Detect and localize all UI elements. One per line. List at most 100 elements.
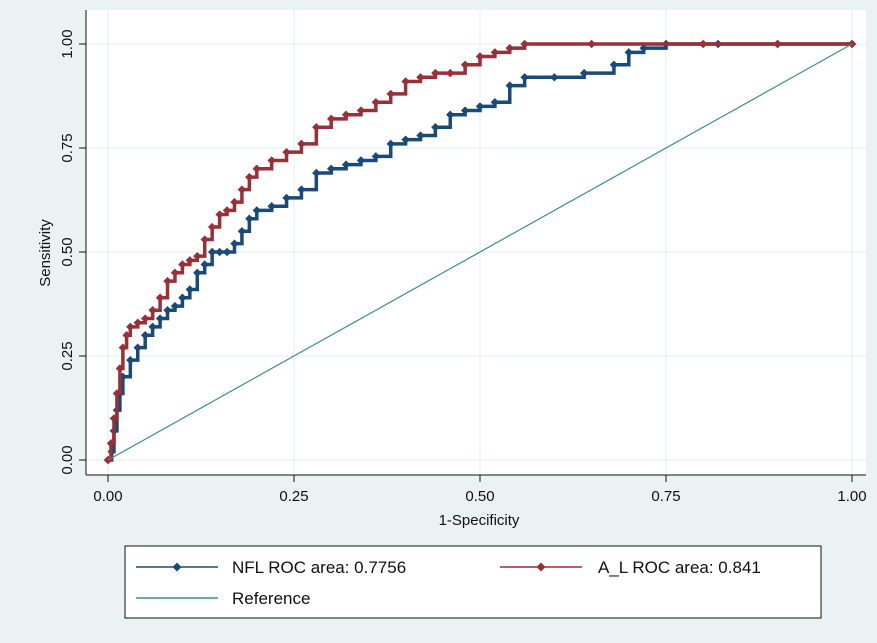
roc-point [122,331,131,340]
roc-point [126,322,135,332]
roc-point [170,301,180,311]
roc-point [252,164,261,173]
roc-point [163,276,172,286]
roc-point [112,389,122,398]
x-tick-label: 0.00 [93,488,122,505]
roc-point [230,239,239,248]
roc-point [431,123,440,132]
roc-point [215,247,224,257]
roc-point [609,60,619,69]
legend: NFL ROC area: 0.7756 A_L ROC area: 0.841 R… [124,545,822,619]
roc-point [207,247,217,257]
roc-point [106,439,116,448]
roc-point [155,314,165,323]
roc-point [490,98,500,107]
roc-point [639,43,648,53]
roc-point [371,98,381,107]
roc-point [170,268,180,277]
roc-point [446,68,455,78]
roc-point [773,39,782,49]
y-tick-label: 0.25 [59,341,76,370]
x-tick-label: 1.00 [837,488,866,505]
legend-marker [172,562,182,572]
x-axis-title: 1-Specificity [439,512,520,529]
legend-box [124,545,822,619]
roc-point [207,222,217,232]
legend-label: NFL ROC area: 0.7756 [232,558,406,577]
legend-marker [536,562,546,572]
roc-point [297,185,306,194]
roc-point [178,293,187,302]
roc-point [282,147,291,157]
roc-point [133,318,142,327]
roc-point [222,206,232,215]
roc-point [579,68,589,78]
roc-point [431,68,440,78]
roc-point [341,160,351,169]
roc-point [587,39,596,49]
legend-label: Reference [232,589,310,608]
roc-point [386,89,395,99]
roc-point [416,131,425,140]
legend-items: NFL ROC area: 0.7756 A_L ROC area: 0.841 R… [136,558,761,608]
roc-point [118,343,128,352]
roc-point [475,52,485,61]
roc-point [215,210,224,219]
series-layer [103,39,857,465]
x-tick-label: 0.50 [465,488,494,505]
series-2 [107,43,853,461]
roc-point [141,314,150,323]
roc-point [115,364,125,373]
roc-point [356,156,366,165]
tick-labels: 0.00 0.25 0.50 0.75 1.00 0.00 0.25 0.50 0.75 1.00 [59,29,867,505]
roc-point [193,251,202,261]
roc-point [193,268,202,277]
roc-point [245,172,254,182]
roc-point [505,43,514,53]
roc-point [699,39,708,49]
roc-point [520,39,529,49]
roc-point [267,156,276,165]
roc-point [312,168,321,178]
roc-point [109,414,119,423]
roc-point [401,135,410,144]
roc-point [401,77,410,86]
series-1 [103,39,857,465]
axes [79,10,866,482]
roc-point [341,110,351,119]
roc-point [624,48,633,57]
y-tick-label: 0.00 [59,445,76,474]
roc-point [386,139,395,149]
roc-point [133,343,142,352]
y-axis-title: Sensitivity [37,219,54,287]
roc-point [200,260,209,269]
roc-point [126,355,135,365]
roc-point [446,110,455,119]
y-tick-label: 1.00 [59,29,76,58]
roc-point [371,152,381,161]
x-tick-label: 0.25 [279,488,308,505]
roc-point [185,256,195,265]
roc-point [237,185,247,194]
roc-point [245,214,254,223]
roc-point [475,102,485,111]
roc-point [252,206,261,215]
y-tick-label: 0.75 [59,133,76,162]
y-tick-label: 0.50 [59,237,76,266]
roc-point [178,260,187,269]
roc-point [356,106,366,115]
roc-point [505,81,514,90]
roc-point [460,106,470,115]
roc-point [163,306,172,315]
roc-point [460,60,470,69]
roc-point [327,114,336,124]
legend-label: A_L ROC area: 0.841 [598,558,761,577]
roc-point [520,73,529,82]
roc-point [200,235,209,244]
roc-point [550,73,559,82]
roc-point [141,331,150,340]
roc-point [267,202,276,211]
roc-point [237,227,247,236]
roc-point [312,123,321,132]
grid-lines [86,10,866,475]
